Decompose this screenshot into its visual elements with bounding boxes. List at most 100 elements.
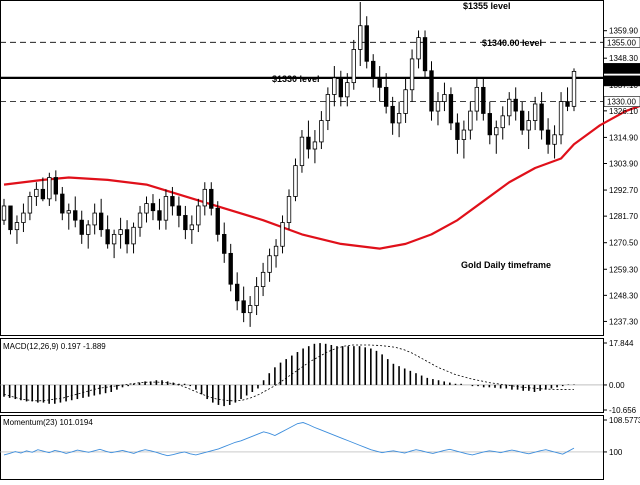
candle-body [299,136,305,167]
macd-tick-label: -10.656 [609,406,637,415]
candle-body [345,82,350,98]
price-tick-label: 1359.90 [609,27,638,36]
candle-body [416,37,421,60]
candle-body [306,136,311,150]
candle-body [429,70,434,112]
candle-body [513,98,518,112]
candle-body [92,212,97,226]
price-tag-box-3 [603,96,640,107]
price-tick-label: 1326.10 [609,107,638,116]
momentum-series: 108.5773 100 [0,416,640,457]
candle-body [280,222,285,247]
candle-body [124,229,130,245]
candle-body [189,224,195,231]
annotation-1340: $1340.00 level [482,38,542,48]
price-axis: 1359.901348.301337.101326.101314.901303.… [603,27,638,326]
candle-body [442,94,447,103]
candle-body [215,207,220,235]
candle-body [383,86,389,107]
price-tick-label: 1259.30 [609,265,638,274]
macd-label: MACD(12,26,9) 0.197 -1.889 [3,342,106,351]
candle-body [105,229,110,245]
candle-body [494,127,499,136]
candle-body [86,224,91,235]
macd-pane-frame [0,338,604,413]
candle-body [293,165,298,197]
macd-series: 17.844 0.00 -10.656 [0,339,637,415]
candle-body [435,101,441,112]
candle-body [34,188,39,197]
candle-body [21,212,26,223]
price-tick-label: 1237.30 [609,317,638,326]
candle-body [131,226,136,245]
chart-title: Gold Daily timeframe [461,260,551,270]
candle-body [448,94,454,124]
candle-body [247,305,253,314]
price-tick-label: 1314.90 [609,133,638,142]
price-tag-0: 1355.00 [607,38,636,47]
price-levels [0,41,603,102]
price-tick-label: 1248.30 [609,291,638,300]
macd-tick-label: 17.844 [609,339,634,348]
candle-body [137,212,143,228]
candle-body [481,86,486,114]
candle-body [40,188,46,200]
candles [1,2,577,327]
price-tag-3: 1330.00 [607,98,636,107]
candle-body [338,77,343,98]
candle-body [53,177,58,195]
candle-body [571,70,577,107]
annotation-1355: $1355 level [463,1,511,11]
candle-body [241,300,246,314]
candle-body [196,205,201,226]
main-pane-frame [0,0,604,336]
candle-body [319,120,324,143]
candle-body [461,129,467,140]
momentum-label: Momentum(23) 101.0194 [3,418,93,427]
candle-body [364,25,369,62]
candle-body [403,89,408,114]
ma-line [3,104,640,250]
macd-signal-line [3,344,575,402]
momentum-tick-label: 100 [609,448,623,457]
candle-body [273,245,279,257]
candle-body [66,210,71,214]
candle-body [474,86,480,112]
candle-body [377,77,382,88]
candle-body [202,188,207,207]
candle-body [254,286,259,306]
price-tick-label: 1303.90 [609,159,638,168]
candle-body [267,255,272,273]
price-tags: 1355.00 1342.74 1340.00 1330.00 [603,37,640,107]
price-tick-label: 1270.50 [609,239,638,248]
candle-body [312,141,318,150]
price-tag-1: 1342.74 [607,64,636,73]
candle-body [209,188,214,209]
candle-body [468,110,473,131]
price-tag-box-1 [603,63,640,74]
candle-body [111,233,117,245]
candle-body [422,37,428,72]
candle-body [396,113,402,124]
candle-body [73,210,78,221]
candle-body [455,122,460,140]
candle-body [98,212,104,231]
macd-tick-label: 0.00 [609,381,625,390]
candle-body [222,233,227,254]
candle-body [325,94,331,121]
price-tag-box-0 [603,37,640,48]
annotation-1330: $1330 level [272,74,320,84]
candle-body [27,196,33,214]
candle-body [545,129,551,145]
candle-body [144,203,149,214]
candle-body [79,219,84,235]
candle-body [332,77,337,95]
candle-body [526,120,531,131]
candle-body [1,205,7,221]
candle-body [14,222,20,231]
price-tick-label: 1281.70 [609,212,638,221]
candle-body [558,101,564,136]
price-tag-2: 1340.00 [607,77,636,86]
